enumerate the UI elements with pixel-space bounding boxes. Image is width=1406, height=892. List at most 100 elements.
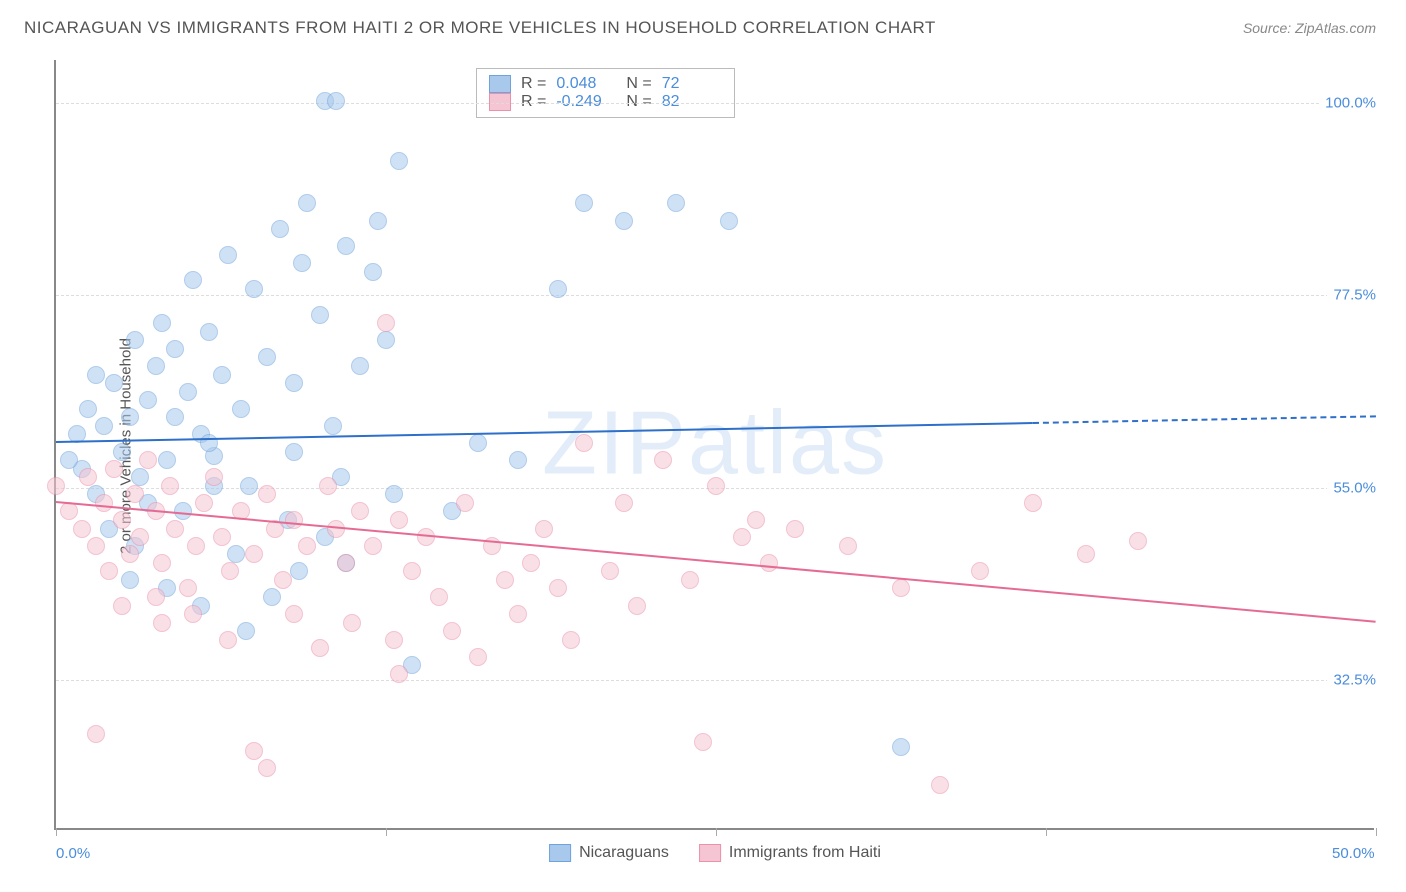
scatter-point xyxy=(179,383,197,401)
scatter-point xyxy=(403,562,421,580)
scatter-point xyxy=(139,451,157,469)
scatter-point xyxy=(113,511,131,529)
scatter-point xyxy=(369,212,387,230)
scatter-point xyxy=(469,434,487,452)
scatter-point xyxy=(430,588,448,606)
scatter-point xyxy=(892,738,910,756)
scatter-point xyxy=(245,742,263,760)
scatter-point xyxy=(707,477,725,495)
scatter-point xyxy=(271,220,289,238)
scatter-point xyxy=(153,554,171,572)
scatter-point xyxy=(258,348,276,366)
scatter-point xyxy=(195,494,213,512)
x-tick xyxy=(1376,828,1377,836)
scatter-point xyxy=(327,92,345,110)
scatter-point xyxy=(153,614,171,632)
scatter-point xyxy=(95,417,113,435)
scatter-point xyxy=(456,494,474,512)
scatter-point xyxy=(549,579,567,597)
scatter-point xyxy=(298,537,316,555)
scatter-point xyxy=(839,537,857,555)
scatter-point xyxy=(121,545,139,563)
legend-label-2: Immigrants from Haiti xyxy=(729,844,881,862)
scatter-point xyxy=(227,545,245,563)
scatter-point xyxy=(1129,532,1147,550)
scatter-point xyxy=(184,605,202,623)
scatter-point xyxy=(166,408,184,426)
scatter-point xyxy=(60,502,78,520)
scatter-point xyxy=(931,776,949,794)
scatter-point xyxy=(205,468,223,486)
gridline xyxy=(56,103,1374,104)
scatter-point xyxy=(971,562,989,580)
scatter-point xyxy=(87,537,105,555)
scatter-point xyxy=(615,494,633,512)
scatter-point xyxy=(562,631,580,649)
scatter-point xyxy=(509,451,527,469)
scatter-point xyxy=(694,733,712,751)
scatter-point xyxy=(390,665,408,683)
legend-swatch-1 xyxy=(549,844,571,862)
scatter-point xyxy=(351,357,369,375)
scatter-point xyxy=(153,314,171,332)
scatter-point xyxy=(377,314,395,332)
scatter-point xyxy=(311,639,329,657)
scatter-point xyxy=(87,725,105,743)
scatter-point xyxy=(263,588,281,606)
scatter-point xyxy=(324,417,342,435)
scatter-point xyxy=(319,477,337,495)
scatter-point xyxy=(126,485,144,503)
scatter-point xyxy=(213,528,231,546)
scatter-point xyxy=(258,485,276,503)
r-value-1: 0.048 xyxy=(556,75,616,93)
scatter-point xyxy=(522,554,540,572)
scatter-point xyxy=(285,374,303,392)
scatter-point xyxy=(364,263,382,281)
scatter-point xyxy=(311,306,329,324)
scatter-point xyxy=(628,597,646,615)
n-value-1: 72 xyxy=(662,75,722,93)
x-tick-label: 0.0% xyxy=(56,845,90,862)
x-tick-label: 50.0% xyxy=(1332,845,1375,862)
scatter-point xyxy=(1077,545,1095,563)
x-tick xyxy=(386,828,387,836)
scatter-point xyxy=(126,331,144,349)
plot-area: ZIPatlas R = 0.048 N = 72 R = -0.249 N =… xyxy=(54,60,1374,830)
scatter-point xyxy=(219,631,237,649)
scatter-point xyxy=(549,280,567,298)
scatter-point xyxy=(667,194,685,212)
scatter-point xyxy=(245,280,263,298)
x-tick xyxy=(716,828,717,836)
scatter-point xyxy=(681,571,699,589)
scatter-point xyxy=(158,451,176,469)
scatter-point xyxy=(615,212,633,230)
scatter-point xyxy=(377,331,395,349)
legend-item-1: Nicaraguans xyxy=(549,844,669,862)
scatter-point xyxy=(337,237,355,255)
scatter-point xyxy=(184,271,202,289)
scatter-point xyxy=(575,194,593,212)
scatter-point xyxy=(720,212,738,230)
scatter-point xyxy=(100,562,118,580)
scatter-point xyxy=(139,391,157,409)
scatter-point xyxy=(113,443,131,461)
scatter-point xyxy=(161,477,179,495)
stats-row-1: R = 0.048 N = 72 xyxy=(489,75,722,93)
scatter-point xyxy=(290,562,308,580)
scatter-point xyxy=(351,502,369,520)
scatter-point xyxy=(221,562,239,580)
scatter-point xyxy=(95,494,113,512)
legend: Nicaraguans Immigrants from Haiti xyxy=(549,844,881,862)
scatter-point xyxy=(364,537,382,555)
scatter-point xyxy=(237,622,255,640)
scatter-point xyxy=(733,528,751,546)
scatter-point xyxy=(147,357,165,375)
scatter-point xyxy=(298,194,316,212)
scatter-point xyxy=(509,605,527,623)
scatter-point xyxy=(385,485,403,503)
y-tick-label: 55.0% xyxy=(1327,479,1376,496)
scatter-point xyxy=(1024,494,1042,512)
scatter-point xyxy=(105,374,123,392)
scatter-point xyxy=(390,152,408,170)
scatter-point xyxy=(179,579,197,597)
